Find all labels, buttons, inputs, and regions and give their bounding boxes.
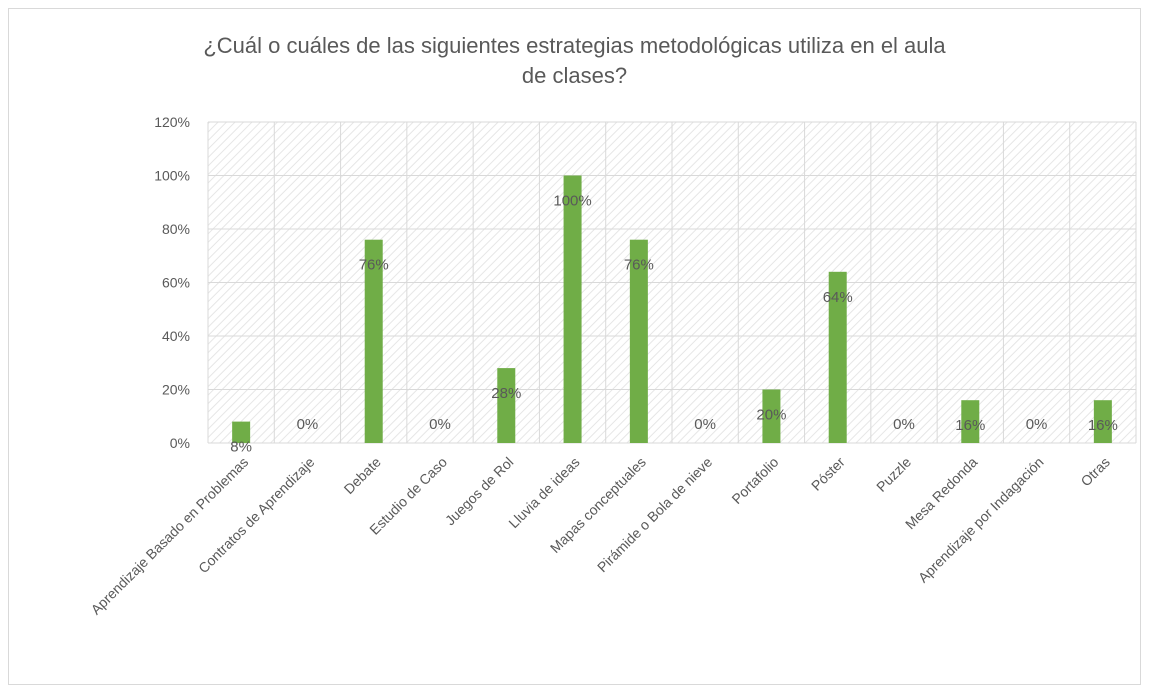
x-category-label: Debate xyxy=(341,454,384,497)
data-label: 0% xyxy=(429,416,451,433)
y-tick-label: 80% xyxy=(162,221,190,237)
x-category-label: Portafolio xyxy=(728,454,781,507)
data-label: 16% xyxy=(1088,417,1118,434)
gridlines xyxy=(207,121,1137,444)
y-tick-label: 0% xyxy=(170,435,190,451)
data-label: 0% xyxy=(297,416,319,433)
chart-title: ¿Cuál o cuáles de las siguientes estrate… xyxy=(9,31,1140,91)
x-category-label: Puzzle xyxy=(873,454,914,495)
bar xyxy=(364,239,383,443)
chart-title-line-2: de clases? xyxy=(521,63,628,88)
data-label: 16% xyxy=(955,417,985,434)
data-label: 8% xyxy=(230,439,252,456)
data-label: 0% xyxy=(1026,416,1048,433)
bar xyxy=(828,271,847,443)
x-category-label: Contratos de Aprendizaje xyxy=(195,454,318,577)
data-label: 76% xyxy=(359,257,389,274)
bar xyxy=(762,389,781,443)
x-category-label: Otras xyxy=(1077,454,1113,490)
data-label: 28% xyxy=(491,385,521,402)
bar xyxy=(629,239,648,443)
bar xyxy=(232,421,251,443)
data-labels: 8% 0% 76% 0% 28% 100% 76% 0% 20% 64% 0% 16% 0% 16% xyxy=(230,193,1118,456)
y-tick-label: 60% xyxy=(162,275,190,291)
y-axis-ticks: 0% 20% 40% 60% 80% 100% 120% xyxy=(154,114,190,451)
y-tick-label: 20% xyxy=(162,382,190,398)
data-label: 0% xyxy=(694,416,716,433)
data-label: 64% xyxy=(823,289,853,306)
y-tick-label: 40% xyxy=(162,328,190,344)
x-category-label: Juegos de Rol xyxy=(442,454,517,529)
x-axis-labels: Aprendizaje Basado en ProblemasContratos… xyxy=(88,454,1113,618)
chart-title-line-1: ¿Cuál o cuáles de las siguientes estrate… xyxy=(203,33,946,58)
bar xyxy=(563,175,582,443)
data-label: 0% xyxy=(893,416,915,433)
data-label: 100% xyxy=(553,193,591,210)
bar xyxy=(961,400,980,443)
bar xyxy=(497,368,516,443)
data-label: 20% xyxy=(756,407,786,424)
x-category-label: Aprendizaje por Indagación xyxy=(915,454,1047,586)
data-label: 76% xyxy=(624,257,654,274)
y-tick-label: 120% xyxy=(154,114,190,130)
bar xyxy=(1093,400,1112,443)
bars xyxy=(232,175,1112,443)
x-category-label: Pirámide o Bola de nieve xyxy=(594,454,716,576)
x-category-label: Póster xyxy=(808,454,848,494)
y-tick-label: 100% xyxy=(154,168,190,184)
